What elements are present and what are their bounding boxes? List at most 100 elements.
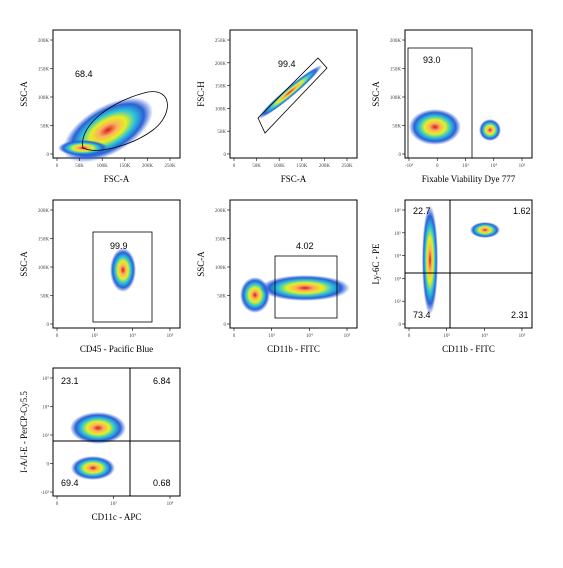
- y-tick-label: 200K: [390, 39, 402, 44]
- density-cloud: [422, 205, 438, 315]
- x-tick-label: 10⁴: [129, 333, 136, 339]
- gate: [274, 255, 338, 319]
- x-tick-label: 10³: [443, 333, 450, 339]
- gate-percentage: 99.9: [110, 241, 128, 251]
- x-tick-label: 10³: [110, 501, 117, 507]
- density-cloud: [257, 64, 323, 120]
- x-tick-label: 0: [56, 502, 59, 507]
- y-tick-label: 10⁵: [394, 231, 401, 237]
- x-tick-label: 10⁵: [519, 333, 526, 339]
- x-tick-label: 0: [408, 334, 411, 339]
- x-axis-label: CD45 - Pacific Blue: [80, 344, 153, 354]
- x-tick-label: 0: [233, 164, 236, 169]
- y-tick-label: 50K: [217, 295, 226, 300]
- gate-percentage: 0.68: [153, 478, 171, 488]
- y-axis-label: Ly-6C - PE: [371, 243, 381, 285]
- x-axis-label: CD11b - FITC: [442, 344, 495, 354]
- y-tick-label: 150K: [38, 238, 50, 243]
- x-tick-label: 10⁴: [306, 333, 313, 339]
- plot-panel: 99.4 0 50K 100K 150K 200K 250K 0 50K 100K 150K 200K…: [196, 29, 358, 184]
- gate: [407, 47, 473, 159]
- x-tick-label: 50K: [252, 164, 261, 169]
- plot-panel: 93.0-10³ 0 10³ 10⁴ 10⁵050K100K150K200KFixabl…: [371, 29, 533, 184]
- y-tick-label: 0: [47, 153, 50, 158]
- gate-percentage: 6.84: [153, 376, 171, 386]
- x-tick-label: 10³: [462, 163, 469, 169]
- x-tick-label: 10⁴: [167, 501, 174, 507]
- x-tick-label: -10³: [405, 163, 414, 169]
- y-tick-label: -10³: [41, 490, 50, 496]
- y-tick-label: 10⁴: [42, 405, 49, 411]
- x-tick-label: 50K: [75, 164, 84, 169]
- x-tick-label: 250K: [341, 164, 353, 169]
- y-tick-label: 150K: [390, 68, 402, 73]
- x-tick-label: 10⁵: [344, 333, 351, 339]
- y-tick-label: 0: [399, 323, 402, 328]
- y-tick-label: 100K: [215, 266, 227, 271]
- y-tick-label: 10³: [395, 276, 402, 282]
- plot-panel: 99.9 0 10³ 10⁴ 10⁵ 0 50K 100K 150K 200K CD45 - Pac…: [19, 199, 181, 354]
- y-tick-label: 10⁴: [394, 254, 401, 260]
- y-tick-label: 50K: [392, 125, 401, 130]
- plot-panel: 68.4 0 50K 100K 150K 200K 250K 0 50K 100K 150K 200K…: [19, 29, 181, 184]
- y-tick-label: 100K: [38, 96, 50, 101]
- gate-percentage: 73.4: [413, 310, 431, 320]
- y-tick-label: 200K: [215, 62, 227, 67]
- x-tick-label: 0: [56, 334, 59, 339]
- y-axis-label: SSC-A: [19, 81, 29, 107]
- x-tick-label: 10⁴: [490, 163, 497, 169]
- x-tick-label: 0: [56, 164, 59, 169]
- y-tick-label: 0: [47, 323, 50, 328]
- y-tick-label: 200K: [215, 209, 227, 214]
- gate-percentage: 69.4: [61, 478, 79, 488]
- gate-percentage: 23.1: [61, 376, 79, 386]
- gate: [92, 231, 153, 323]
- density-cloud: [110, 248, 136, 292]
- y-tick-label: 0: [224, 153, 227, 158]
- density-cloud: [470, 222, 500, 238]
- y-axis-label: SSC-A: [371, 81, 381, 107]
- x-tick-label: 200K: [142, 164, 154, 169]
- gate: [82, 91, 168, 151]
- plot-panel: 22.7 1.62 73.4 2.31 0 10³ 10⁴ 10⁵ 0 10² 10³ 10⁴ 10⁵ 1…: [371, 199, 533, 354]
- y-tick-label: 200K: [38, 209, 50, 214]
- y-tick-label: 10³: [43, 433, 50, 439]
- y-axis-label: SSC-A: [196, 251, 206, 277]
- density-cloud: [409, 109, 461, 145]
- x-tick-label: 200K: [319, 164, 331, 169]
- x-axis-label: FSC-A: [104, 174, 130, 184]
- y-tick-label: 0: [47, 463, 50, 468]
- x-tick-label: 100K: [97, 164, 109, 169]
- plot-panel: 4.02 0 10³ 10⁴ 10⁵ 0 50K 100K 150K 200K CD11b - FI…: [196, 199, 358, 354]
- x-axis-label: FSC-A: [281, 174, 307, 184]
- x-tick-label: 100K: [274, 164, 286, 169]
- y-tick-label: 50K: [40, 125, 49, 130]
- x-tick-label: 0: [436, 164, 439, 169]
- x-axis-label: Fixable Viability Dye 777: [422, 174, 516, 184]
- plot-panel: 23.1 6.84 69.4 0.68 0 10³ 10⁴ -10³ 0 10³ 10⁴ 10⁵ CD1…: [19, 367, 181, 522]
- x-tick-label: 10³: [268, 333, 275, 339]
- x-tick-label: 0: [233, 334, 236, 339]
- y-tick-label: 100K: [38, 266, 50, 271]
- x-tick-label: 250K: [164, 164, 176, 169]
- gate-percentage: 1.62: [513, 206, 531, 216]
- gate-percentage: 4.02: [296, 241, 314, 251]
- gate-percentage: 2.31: [511, 310, 529, 320]
- x-tick-label: 10³: [91, 333, 98, 339]
- y-tick-label: 50K: [40, 295, 49, 300]
- x-axis-label: CD11c - APC: [92, 512, 142, 522]
- y-tick-label: 50K: [217, 130, 226, 135]
- y-tick-label: 150K: [38, 68, 50, 73]
- density-cloud: [70, 412, 126, 444]
- density-cloud: [71, 456, 115, 480]
- y-tick-label: 0: [224, 323, 227, 328]
- x-tick-label: 150K: [119, 164, 131, 169]
- x-tick-label: 150K: [296, 164, 308, 169]
- gate: [257, 57, 328, 134]
- y-tick-label: 100K: [215, 107, 227, 112]
- y-tick-label: 250K: [215, 39, 227, 44]
- x-axis-label: CD11b - FITC: [267, 344, 320, 354]
- y-tick-label: 10⁶: [394, 208, 401, 214]
- density-cloud: [479, 119, 501, 141]
